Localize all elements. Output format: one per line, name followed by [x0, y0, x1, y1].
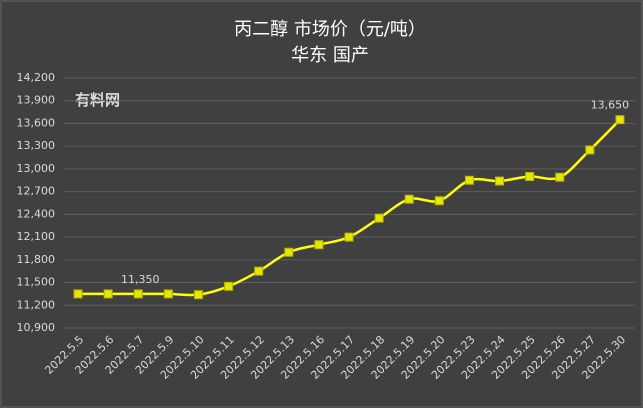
y-tick-label: 13,900 — [17, 94, 56, 107]
y-tick-label: 12,700 — [17, 185, 56, 198]
marker — [495, 176, 505, 186]
watermark: 有料网 — [75, 91, 120, 109]
marker — [555, 172, 565, 182]
marker — [344, 232, 354, 242]
y-tick-label: 13,300 — [17, 139, 56, 152]
marker — [133, 289, 143, 299]
data-label: 11,350 — [121, 273, 160, 286]
chart-title: 丙二醇 市场价（元/吨） — [234, 19, 426, 40]
y-tick-label: 11,800 — [17, 253, 56, 266]
marker — [224, 281, 234, 291]
marker — [404, 194, 414, 204]
marker — [193, 290, 203, 300]
marker — [434, 196, 444, 206]
y-tick-label: 13,000 — [17, 162, 56, 175]
y-tick-label: 11,200 — [17, 298, 56, 311]
chart-subtitle: 华东 国产 — [291, 45, 369, 66]
marker — [374, 213, 384, 223]
y-tick-label: 10,900 — [17, 321, 56, 334]
marker — [525, 171, 535, 181]
y-tick-label: 12,400 — [17, 207, 56, 220]
marker — [284, 247, 294, 257]
marker — [103, 289, 113, 299]
marker — [615, 115, 625, 125]
marker — [163, 289, 173, 299]
marker — [73, 289, 83, 299]
y-tick-label: 13,600 — [17, 116, 56, 129]
y-tick-label: 11,500 — [17, 276, 56, 289]
marker — [314, 240, 324, 250]
y-tick-label: 12,100 — [17, 230, 56, 243]
data-label: 13,650 — [591, 99, 630, 112]
y-tick-label: 14,200 — [17, 71, 56, 84]
marker — [254, 266, 264, 276]
marker — [464, 175, 474, 185]
marker — [585, 145, 595, 155]
